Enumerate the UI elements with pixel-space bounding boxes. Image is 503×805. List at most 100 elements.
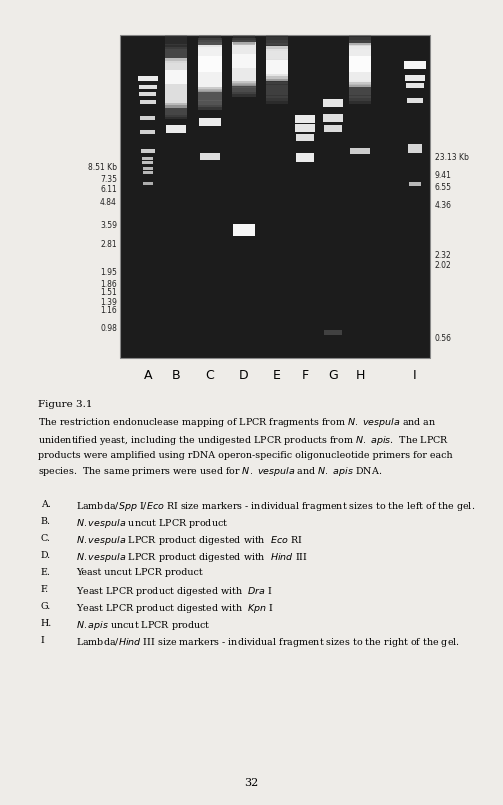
Bar (165, 49, 187, 56)
Bar (165, 65, 187, 72)
Bar (232, 70, 256, 77)
Text: 1.39: 1.39 (100, 298, 117, 307)
Bar (142, 162, 153, 164)
Bar (232, 54, 256, 68)
Bar (165, 56, 187, 63)
Bar (266, 76, 288, 85)
Text: H: H (355, 369, 365, 382)
Text: Lambda/$\it{Hind}$ III size markers - individual fragment sizes to the right of : Lambda/$\it{Hind}$ III size markers - in… (76, 636, 460, 649)
Bar (198, 93, 222, 101)
Text: 1.95: 1.95 (100, 267, 117, 276)
Bar (266, 62, 288, 70)
Text: 2.81: 2.81 (101, 240, 117, 249)
Bar (407, 98, 423, 103)
Bar (165, 82, 187, 89)
Text: F.: F. (41, 585, 49, 594)
Bar (165, 89, 187, 96)
Bar (232, 79, 256, 86)
Bar (349, 76, 371, 85)
Bar (198, 82, 222, 89)
Bar (198, 72, 222, 78)
Bar (165, 54, 187, 60)
Text: E: E (273, 369, 281, 382)
Bar (140, 130, 155, 134)
Bar (266, 38, 288, 45)
Bar (349, 54, 371, 62)
Bar (232, 43, 256, 49)
Bar (266, 93, 288, 101)
Bar (165, 72, 187, 80)
Bar (349, 93, 371, 101)
Bar (232, 60, 256, 67)
Text: Figure 3.1: Figure 3.1 (38, 400, 93, 409)
Bar (266, 71, 288, 79)
Bar (266, 87, 288, 95)
Bar (165, 59, 187, 65)
Bar (120, 35, 430, 358)
Bar (165, 112, 187, 119)
Bar (165, 101, 187, 108)
Bar (404, 61, 426, 69)
Bar (232, 88, 256, 94)
Bar (232, 83, 256, 90)
Bar (349, 79, 371, 87)
Text: Yeast LPCR product digested with  $\it{Kpn}$ I: Yeast LPCR product digested with $\it{Kp… (76, 602, 274, 615)
Bar (165, 70, 187, 77)
Bar (349, 43, 371, 51)
Bar (232, 57, 256, 64)
Bar (165, 44, 187, 52)
Bar (266, 52, 288, 60)
Bar (406, 83, 424, 89)
Bar (198, 87, 222, 94)
Bar (143, 183, 153, 185)
Bar (165, 75, 187, 82)
Bar (232, 49, 256, 56)
Bar (198, 58, 222, 65)
Bar (232, 68, 256, 75)
Text: C.: C. (41, 534, 51, 543)
Bar (296, 134, 314, 141)
Bar (408, 144, 422, 149)
Bar (232, 89, 256, 97)
Bar (350, 148, 370, 155)
Text: 4.84: 4.84 (100, 197, 117, 207)
Bar (198, 78, 222, 85)
Bar (198, 44, 222, 52)
Bar (349, 38, 371, 45)
Bar (142, 157, 153, 160)
Bar (266, 57, 288, 65)
Bar (295, 124, 315, 132)
Bar (165, 63, 187, 70)
Bar (266, 54, 288, 62)
Bar (165, 80, 187, 86)
Bar (140, 117, 155, 120)
Text: $\it{N. vespula}$ LPCR product digested with  $\it{Eco}$ RI: $\it{N. vespula}$ LPCR product digested … (76, 534, 303, 547)
Bar (266, 35, 288, 45)
Bar (349, 56, 371, 72)
Text: A.: A. (41, 500, 51, 509)
Bar (200, 153, 220, 159)
Bar (349, 52, 371, 60)
Text: G: G (328, 369, 338, 382)
Bar (165, 77, 187, 85)
Bar (232, 44, 256, 52)
Bar (232, 76, 256, 84)
Bar (232, 40, 256, 47)
Text: 32: 32 (244, 778, 259, 788)
Bar (198, 56, 222, 63)
Bar (198, 101, 222, 107)
Bar (266, 60, 288, 74)
Text: A: A (144, 369, 152, 382)
Bar (349, 62, 371, 70)
Bar (165, 105, 187, 112)
Bar (165, 85, 187, 91)
Bar (165, 70, 187, 84)
Bar (165, 98, 187, 105)
Bar (198, 60, 222, 68)
Text: Lambda/$\it{Spp}$ I/$\it{Eco}$ RI size markers - individual fragment sizes to th: Lambda/$\it{Spp}$ I/$\it{Eco}$ RI size m… (76, 500, 475, 513)
Bar (349, 60, 371, 68)
Bar (199, 35, 221, 45)
Bar (266, 96, 288, 104)
Bar (232, 72, 256, 80)
Bar (165, 103, 187, 110)
